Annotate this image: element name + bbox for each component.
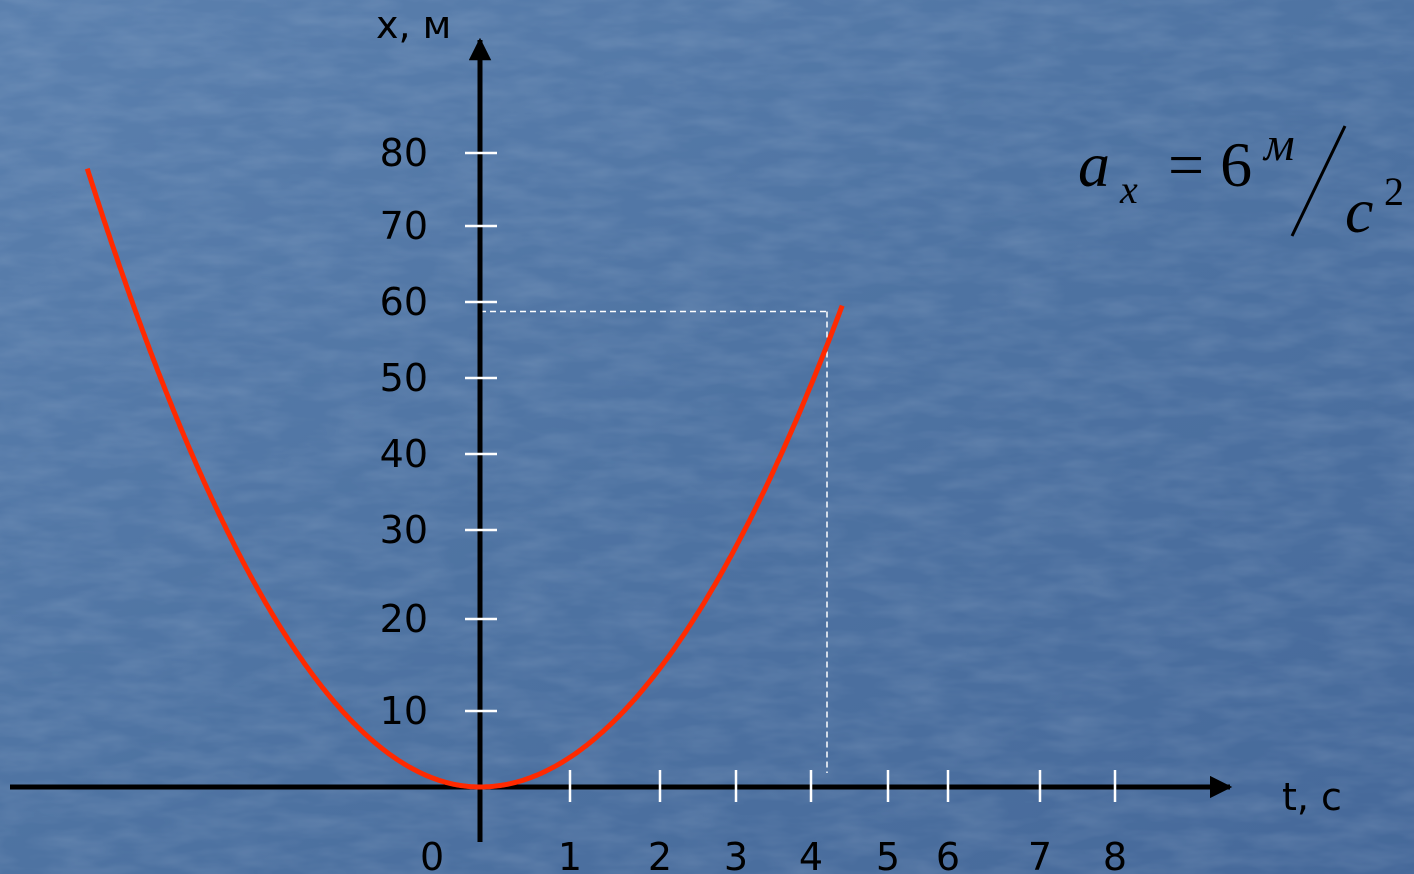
formula-unit-power: 2: [1384, 169, 1404, 214]
y-tick-label: 10: [380, 689, 428, 733]
formula-unit-denominator: c: [1345, 175, 1373, 246]
x-tick-label: 6: [936, 835, 960, 874]
y-tick-label: 30: [380, 508, 428, 552]
formula-fraction-slash: [1290, 125, 1347, 237]
x-tick-label: 1: [558, 835, 582, 874]
x-tick-label: 2: [648, 835, 672, 874]
formula-unit-numerator: м: [1262, 118, 1295, 171]
y-tick-label: 50: [380, 356, 428, 400]
x-tick-label: 5: [876, 835, 900, 874]
y-tick-label: 80: [380, 131, 428, 175]
y-tick-label: 20: [380, 597, 428, 641]
y-tick-label: 40: [380, 432, 428, 476]
x-tick-label: 4: [799, 835, 823, 874]
y-tick-label: 60: [380, 280, 428, 324]
x-tick-label: 8: [1103, 835, 1127, 874]
x-tick-label: 7: [1028, 835, 1052, 874]
formula-symbol: a: [1078, 129, 1110, 200]
origin-label: 0: [420, 835, 444, 874]
y-axis-ticks: 10 20 30 40 50 60 70 80: [380, 131, 497, 733]
y-tick-label: 70: [380, 204, 428, 248]
series-line-x-of-t: [84, 167, 845, 790]
acceleration-formula: a x = 6 м c 2: [1078, 118, 1404, 246]
x-axis-label: t, c: [1282, 775, 1342, 819]
y-axis-label: x, м: [376, 3, 451, 47]
formula-equals: = 6: [1168, 129, 1252, 200]
x-tick-label: 3: [724, 835, 748, 874]
formula-subscript: x: [1119, 167, 1138, 212]
